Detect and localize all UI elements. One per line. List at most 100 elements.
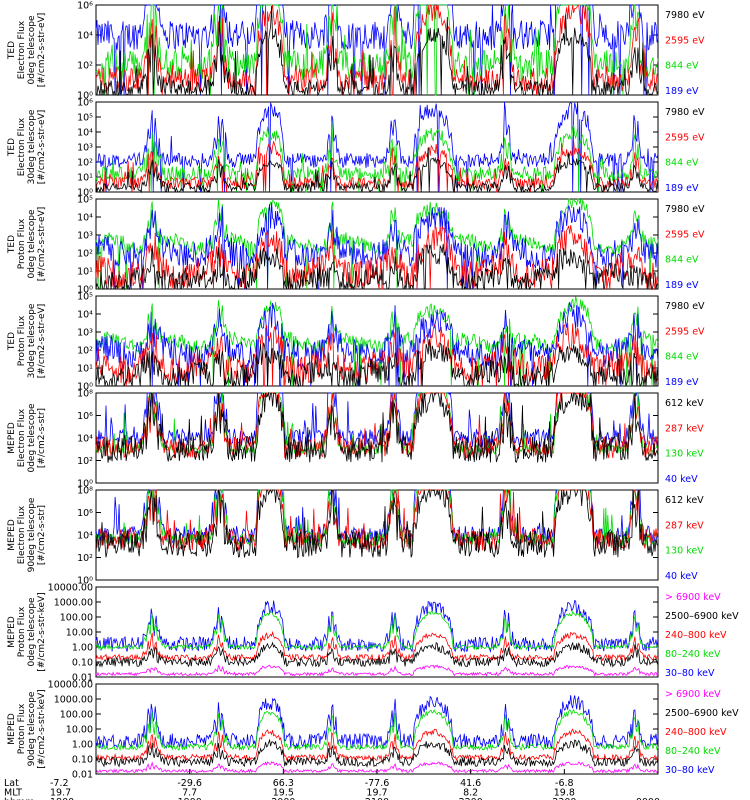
y-tick-label: 10⁴ xyxy=(77,213,93,224)
legend-entry: 2500–6900 keV xyxy=(665,708,739,719)
y-tick-label: 1.00 xyxy=(72,740,93,751)
y-axis-label: MEPED xyxy=(7,616,17,648)
legend-entry: 30–80 keV xyxy=(665,765,715,776)
legend-entry: 612 keV xyxy=(665,398,704,409)
y-tick-label: 10² xyxy=(77,249,93,260)
y-axis-label: 90deg telescope xyxy=(27,691,37,766)
legend-entry: 40 keV xyxy=(665,571,698,582)
y-axis-label: Proton Flux xyxy=(17,315,27,366)
series-trace-4 xyxy=(95,738,659,768)
y-tick-label: 10² xyxy=(77,158,93,169)
y-axis-label: 0deg telescope xyxy=(27,15,37,85)
y-axis-label: TED xyxy=(7,332,17,351)
y-axis-label: [#/cm2-s-str-eV] xyxy=(37,207,47,282)
y-tick-label: 10⁵ xyxy=(77,113,93,124)
y-axis-label: MEPED xyxy=(7,519,17,551)
series-trace-2 xyxy=(95,121,659,193)
y-tick-label: 10¹ xyxy=(77,267,93,278)
y-tick-label: 10⁶ xyxy=(77,1,93,12)
x-row-label: MLT xyxy=(4,788,22,799)
x-tick-label: 1900 xyxy=(178,797,202,800)
panel-frame-1 xyxy=(95,4,659,96)
y-tick-label: 10⁰ xyxy=(77,285,93,296)
legend-entry: > 6900 keV xyxy=(665,689,721,700)
legend-entry: 287 keV xyxy=(665,423,704,434)
y-axis-label: [#/cm2-s-str-eV] xyxy=(37,13,47,88)
y-axis-label: MEPED xyxy=(7,713,17,745)
y-tick-label: 10000.00 xyxy=(48,680,93,691)
y-axis-label: Proton Flux xyxy=(17,218,27,269)
x-tick-label: 8.2 xyxy=(463,788,478,799)
y-tick-label: 10⁰ xyxy=(77,91,93,102)
x-tick-label: 19.7 xyxy=(366,788,387,799)
y-tick-label: 0.10 xyxy=(72,755,93,766)
series-trace-3 xyxy=(95,4,659,96)
series-trace-2 xyxy=(95,610,659,651)
x-tick-label: -7.2 xyxy=(50,778,69,789)
series-trace-4 xyxy=(95,391,659,463)
y-axis-label: 0deg telescope xyxy=(27,403,37,473)
legend-entry: 7980 eV xyxy=(665,107,705,118)
series-trace-4 xyxy=(95,339,659,388)
legend-entry: 844 eV xyxy=(665,158,699,169)
y-tick-label: 10⁴ xyxy=(77,434,93,445)
y-tick-label: 10¹ xyxy=(77,173,93,184)
legend-entry: > 6900 keV xyxy=(665,592,721,603)
series-trace-1 xyxy=(95,392,659,448)
y-axis-label: Electron Flux xyxy=(17,20,27,79)
y-tick-label: 10² xyxy=(77,553,93,564)
y-tick-label: 10⁰ xyxy=(77,479,93,490)
legend-entry: 7980 eV xyxy=(665,204,705,215)
y-axis-label: Electron Flux xyxy=(17,505,27,564)
legend-entry: 2595 eV xyxy=(665,229,705,240)
series-trace-1 xyxy=(95,296,659,387)
y-tick-label: 10⁶ xyxy=(77,98,93,109)
x-tick-label: 7.7 xyxy=(182,788,197,799)
y-tick-label: 0.10 xyxy=(72,658,93,669)
legend-entry: 130 keV xyxy=(665,546,704,557)
series-trace-4 xyxy=(95,147,659,194)
y-axis-label: [#/cm2-s-str-keV] xyxy=(37,592,47,671)
legend-entry: 189 eV xyxy=(665,86,699,97)
x-tick-label: -77.6 xyxy=(365,778,390,789)
panel-frame-3 xyxy=(95,198,659,290)
legend-entry: 189 eV xyxy=(665,280,699,291)
series-trace-5 xyxy=(95,664,659,677)
series-trace-3 xyxy=(95,225,659,291)
x-row-label: Lat xyxy=(4,778,19,789)
series-trace-4 xyxy=(96,5,659,97)
y-tick-label: 10⁴ xyxy=(77,310,93,321)
y-axis-label: [#/cm2-s-str-keV] xyxy=(37,689,47,768)
series-trace-3 xyxy=(95,489,659,552)
legend-entry: 80–240 keV xyxy=(665,649,721,660)
y-tick-label: 100.00 xyxy=(60,613,93,624)
series-trace-4 xyxy=(95,243,659,291)
y-axis-label: MEPED xyxy=(7,422,17,454)
x-tick-label: -6.8 xyxy=(555,778,574,789)
series-trace-2 xyxy=(96,708,659,752)
y-axis-label: 90deg telescope xyxy=(27,497,37,572)
y-tick-label: 10³ xyxy=(77,231,93,242)
x-tick-label: 2200 xyxy=(459,797,483,800)
y-tick-label: 10⁸ xyxy=(77,486,93,497)
panel-frame-7 xyxy=(95,586,659,678)
legend-entry: 80–240 keV xyxy=(665,746,721,757)
legend-entry: 130 keV xyxy=(665,449,704,460)
y-axis-label: TED xyxy=(7,235,17,254)
y-tick-label: 10⁴ xyxy=(77,31,93,42)
y-axis-label: Proton Flux xyxy=(17,703,27,754)
y-tick-label: 10⁵ xyxy=(77,195,93,206)
y-tick-label: 10⁰ xyxy=(77,188,93,199)
y-axis-label: [#/cm2-s-str-eV] xyxy=(37,304,47,379)
y-axis-label: Proton Flux xyxy=(17,606,27,657)
y-tick-label: 10⁶ xyxy=(77,508,93,519)
y-tick-label: 10³ xyxy=(77,143,93,154)
series-trace-2 xyxy=(95,301,659,387)
y-tick-label: 10⁸ xyxy=(77,389,93,400)
y-axis-label: [#/cm2-s-str] xyxy=(37,505,47,565)
series-trace-4 xyxy=(95,488,659,559)
y-tick-label: 10⁵ xyxy=(77,292,93,303)
x-tick-label: 2000 xyxy=(271,797,295,800)
y-tick-label: 10² xyxy=(77,346,93,357)
